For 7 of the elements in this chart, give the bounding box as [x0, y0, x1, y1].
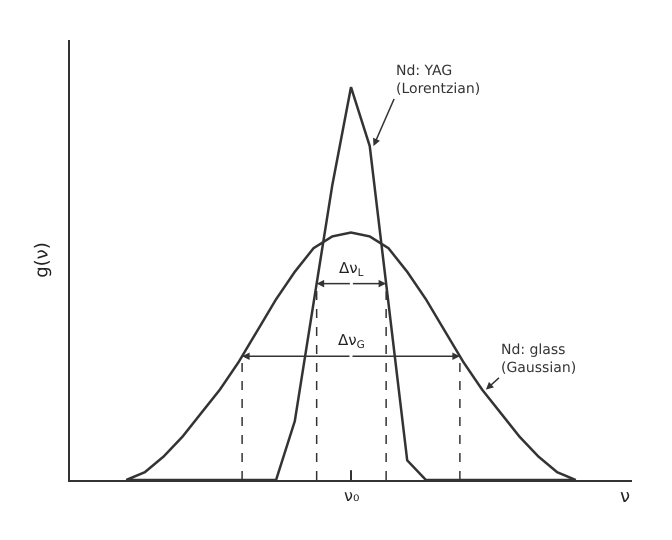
text: Nd: YAG (Lorentzian)	[396, 63, 480, 98]
x-axis-title: ν	[620, 486, 630, 507]
annotation: Δν$_{L}$	[339, 259, 364, 280]
text: ν₀	[344, 486, 360, 505]
series-label: Nd: glass (Gaussian)	[501, 342, 576, 376]
y-axis-title: g(ν)	[32, 242, 53, 278]
annotation: Δν$_{G}$	[338, 331, 365, 352]
